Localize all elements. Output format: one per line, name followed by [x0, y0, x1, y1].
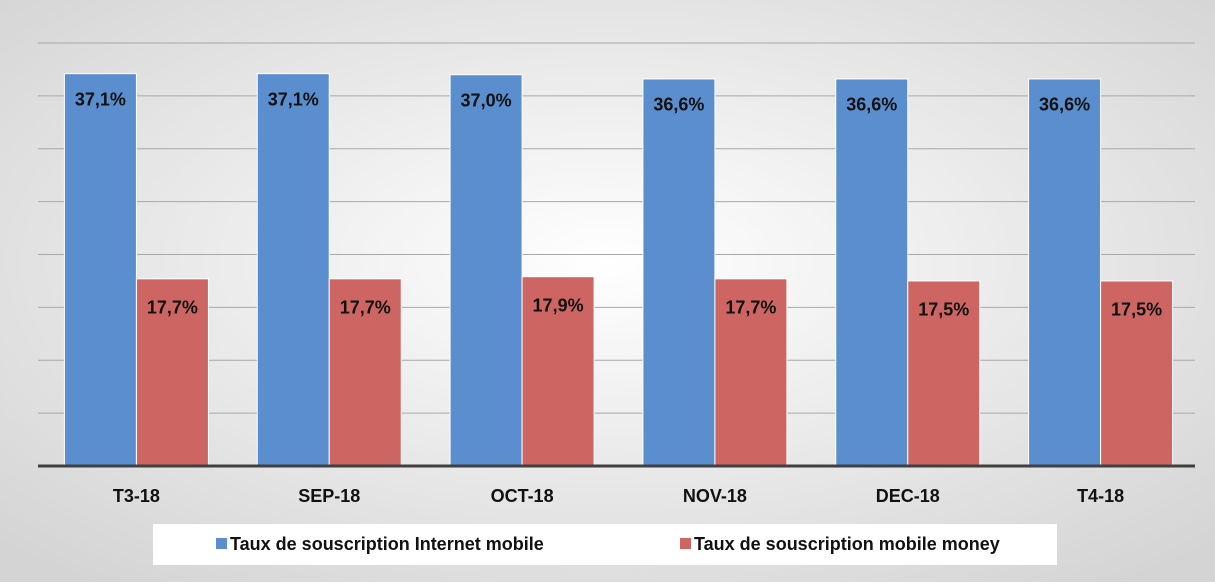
data-label: 36,6%	[1039, 95, 1090, 115]
legend-label: Taux de souscription mobile money	[694, 534, 1000, 554]
data-label: 37,0%	[461, 90, 512, 110]
legend-label: Taux de souscription Internet mobile	[230, 534, 544, 554]
bar	[642, 78, 716, 467]
data-label: 17,7%	[147, 298, 198, 318]
x-tick-label: T4-18	[1077, 486, 1124, 506]
x-tick-label: OCT-18	[491, 486, 554, 506]
bar	[1100, 280, 1174, 467]
bar	[521, 276, 595, 467]
x-tick-label: NOV-18	[683, 486, 747, 506]
data-label: 17,5%	[1111, 300, 1162, 320]
legend-swatch	[216, 538, 227, 549]
bar	[256, 73, 330, 467]
data-label: 17,7%	[725, 298, 776, 318]
x-tick-label: T3-18	[113, 486, 160, 506]
data-label: 37,1%	[268, 89, 319, 109]
data-label: 36,6%	[846, 95, 897, 115]
bar	[328, 278, 402, 467]
bar	[835, 78, 909, 467]
data-label: 37,1%	[75, 89, 126, 109]
bar	[1028, 78, 1102, 467]
data-label: 17,9%	[533, 295, 584, 315]
data-label: 36,6%	[653, 95, 704, 115]
legend-box	[153, 524, 1057, 565]
bar	[135, 278, 209, 467]
bar	[449, 74, 523, 467]
data-label: 17,7%	[340, 298, 391, 318]
data-label: 17,5%	[918, 300, 969, 320]
bar	[714, 278, 788, 467]
x-tick-label: DEC-18	[876, 486, 940, 506]
legend-swatch	[680, 538, 691, 549]
x-tick-label: SEP-18	[298, 486, 360, 506]
bar	[63, 73, 137, 467]
